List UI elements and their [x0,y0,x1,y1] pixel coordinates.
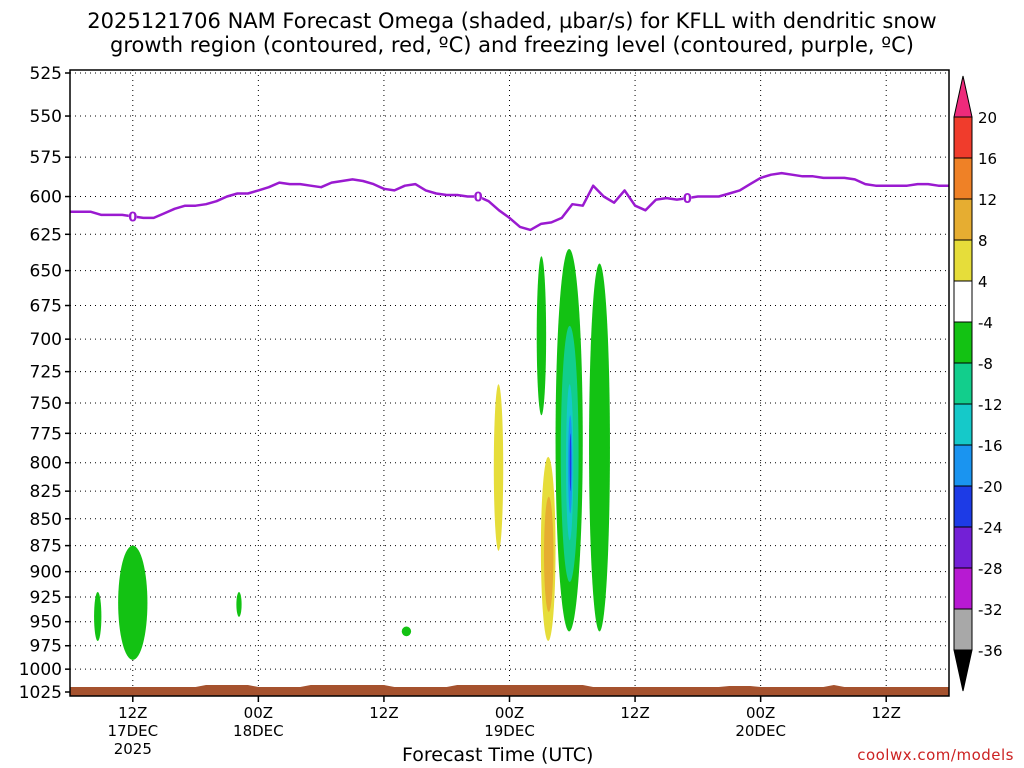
colorbar-label: -20 [978,478,1003,496]
y-tick-label: 975 [30,637,62,657]
y-tick-label: 825 [30,482,62,502]
y-tick-label: 725 [30,363,62,383]
colorbar-segment [953,526,973,569]
omega-region [118,545,148,660]
site-credit: coolwx.com/models [857,746,1014,764]
x-tick-label: 12Z [620,704,649,722]
y-tick-label: 800 [30,454,62,474]
colorbar-segment [953,403,973,446]
y-tick-label: 850 [30,510,62,530]
colorbar-label: 12 [978,191,997,209]
colorbar-segment [953,198,973,241]
colorbar-segment [953,116,973,159]
y-tick-label: 925 [30,588,62,608]
colorbar-top-arrow [953,75,973,118]
chart-title-line-2: growth region (contoured, red, ºC) and f… [110,33,914,57]
colorbar-label: -8 [978,355,993,373]
y-tick-label: 900 [30,563,62,583]
colorbar-label: -32 [978,601,1003,619]
y-tick-label: 625 [30,225,62,245]
freezing-level-contour: 0 0 0 [70,171,949,232]
colorbar-segment [953,321,973,364]
omega-region [589,263,610,632]
y-tick-label: 750 [30,394,62,414]
x-tick-label: 12Z [118,704,147,722]
x-tick-label: 00Z [244,704,273,722]
y-tick-label: 600 [30,188,62,208]
y-tick-label: 950 [30,613,62,633]
colorbar-segment [953,608,973,651]
surface-terrain [70,685,949,696]
omega-region [94,592,102,641]
colorbar-label: -24 [978,519,1003,537]
colorbar-label: 8 [978,232,988,250]
x-tick-label: 00Z [495,704,524,722]
colorbar-label: -28 [978,560,1003,578]
omega-region [536,256,547,416]
plot-frame [69,69,950,697]
colorbar-label: 20 [978,109,997,127]
x-tick-label: 00Z [746,704,775,722]
chart-title-line-1: 2025121706 NAM Forecast Omega (shaded, µ… [87,9,937,33]
freezing-level-label-bg [683,191,692,205]
colorbar-label: -4 [978,314,993,332]
colorbar-segment [953,280,973,323]
colorbar-segment [953,444,973,487]
colorbar-segment [953,362,973,405]
y-tick-label: 650 [30,262,62,282]
colorbar-label: 16 [978,150,997,168]
x-tick-label: 12Z [369,704,398,722]
y-tick-label: 575 [30,148,62,168]
y-tick-label: 550 [30,107,62,127]
y-tick-label: 1000 [19,660,62,680]
freezing-level-label-bg [128,209,137,223]
x-tick-date: 18DEC [233,722,284,740]
terrain-fill [70,685,949,696]
colorbar-segment [953,239,973,282]
colorbar-label: -12 [978,396,1003,414]
omega-region [493,384,504,551]
y-tick-label: 1025 [19,683,62,703]
grid-lines [70,70,949,696]
freezing-level-label-bg [474,189,483,203]
omega-region [401,626,412,637]
omega-region [544,496,554,612]
y-axis: 525 550 575 600 625 650 675 700 725 750 775 800 825 8… [19,64,70,703]
colorbar-segment [953,485,973,528]
x-tick-date: 20DEC [735,722,786,740]
omega-shading [94,248,610,660]
y-tick-label: 875 [30,537,62,557]
x-tick-year: 2025 [114,740,152,758]
colorbar-segment [953,567,973,610]
x-tick-date: 19DEC [484,722,535,740]
omega-region [236,592,242,617]
freezing-level-line [70,171,949,232]
colorbar-segment [953,157,973,200]
y-tick-label: 525 [30,64,62,84]
freezing-level-label: 0 [128,210,137,225]
colorbar: 20 16 12 8 4 -4 -8 -12 -16 -20 -24 -28 -32 -36 [953,75,1003,692]
freezing-level-label: 0 [683,192,692,207]
y-tick-label: 675 [30,297,62,317]
colorbar-bottom-arrow [953,649,973,692]
colorbar-label: -16 [978,437,1003,455]
x-axis-title: Forecast Time (UTC) [402,744,594,766]
colorbar-label: -36 [978,642,1003,660]
colorbar-label: 4 [978,273,988,291]
freezing-level-label: 0 [474,191,483,206]
omega-region [569,433,572,492]
x-tick-date: 17DEC [107,722,158,740]
y-tick-label: 775 [30,424,62,444]
y-tick-label: 700 [30,330,62,350]
x-tick-label: 12Z [872,704,901,722]
